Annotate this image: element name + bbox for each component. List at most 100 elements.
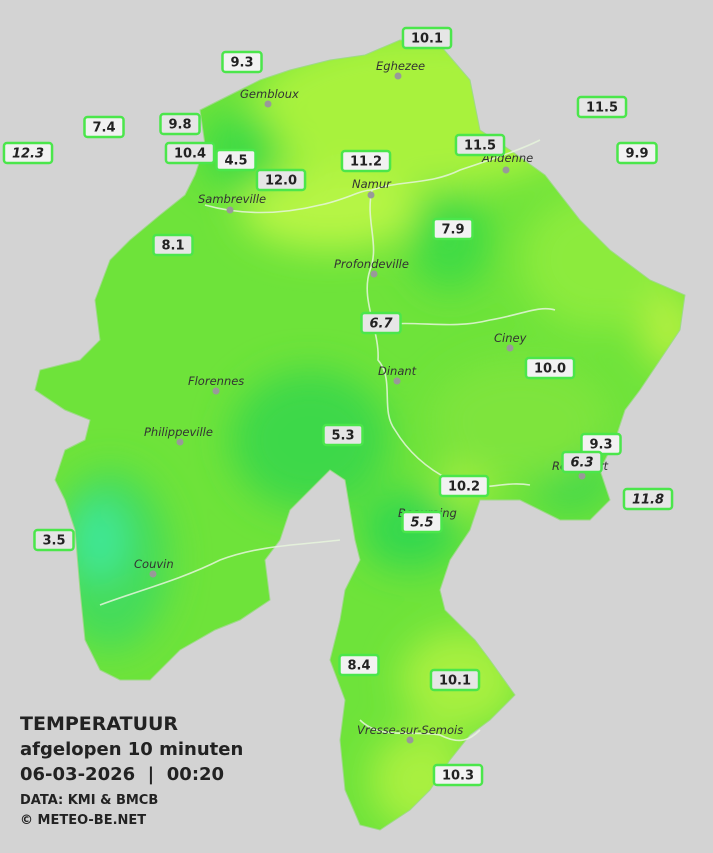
station: 6.7 — [360, 311, 402, 335]
station-box — [524, 356, 576, 380]
station: 10.1 — [429, 668, 481, 692]
station-value: 9.3 — [230, 56, 253, 71]
station: 11.5 — [454, 133, 506, 157]
station-value: 6.7 — [369, 317, 393, 332]
town-label: Gembloux — [240, 87, 299, 101]
station-box — [432, 763, 484, 787]
station: 7.9 — [432, 217, 474, 241]
station-value: 4.5 — [224, 154, 247, 169]
legend-title: TEMPERATUUR — [20, 713, 178, 735]
station-value: 10.1 — [411, 32, 443, 47]
station-value: 10.0 — [534, 362, 566, 377]
station: 3.5 — [33, 528, 75, 552]
legend-subtitle: afgelopen 10 minuten — [20, 739, 243, 760]
station: 10.0 — [524, 356, 576, 380]
town-label: Philippeville — [144, 425, 213, 439]
station-box — [338, 653, 380, 677]
station-value: 5.5 — [410, 516, 433, 531]
station: 11.5 — [576, 95, 628, 119]
station-box — [221, 50, 263, 74]
station: 7.4 — [83, 115, 125, 139]
station-box — [164, 141, 216, 165]
station-value: 8.1 — [161, 239, 184, 254]
station-value: 10.3 — [442, 769, 474, 784]
station-value: 8.4 — [347, 659, 370, 674]
town-dot — [406, 736, 414, 744]
station-box — [429, 668, 481, 692]
legend: TEMPERATUUR afgelopen 10 minuten 06-03-2… — [20, 713, 243, 828]
station: 10.3 — [432, 763, 484, 787]
town-dot — [370, 270, 378, 278]
station-box — [2, 141, 54, 165]
station: 12.0 — [255, 168, 307, 192]
town-label: Sambreville — [198, 192, 266, 206]
station-value: 7.9 — [441, 223, 464, 238]
station-box — [83, 115, 125, 139]
town-label: Ciney — [494, 331, 527, 345]
station: 10.2 — [438, 474, 490, 498]
station-box — [432, 217, 474, 241]
station-value: 10.2 — [448, 480, 480, 495]
station-value: 10.4 — [174, 147, 206, 162]
station-value: 3.5 — [42, 534, 65, 549]
station-value: 7.4 — [92, 121, 115, 136]
legend-credit: © METEO-BE.NET — [20, 813, 146, 828]
station-box — [576, 95, 628, 119]
station: 12.3 — [2, 141, 54, 165]
town-dot — [506, 344, 514, 352]
station-value: 5.3 — [331, 429, 354, 444]
station: 8.1 — [152, 233, 194, 257]
town-label: Florennes — [188, 374, 244, 388]
station-box — [340, 149, 392, 173]
station-box — [215, 148, 257, 172]
station-box — [401, 510, 443, 534]
town-label: Couvin — [134, 557, 174, 571]
town-dot — [226, 206, 234, 214]
station-value: 9.8 — [168, 118, 191, 133]
town-dot — [367, 191, 375, 199]
town-label: Namur — [352, 177, 392, 191]
town-dot — [578, 472, 586, 480]
station: 6.3 — [561, 450, 603, 474]
station-box — [360, 311, 402, 335]
station: 11.8 — [622, 487, 674, 511]
station: 11.2 — [340, 149, 392, 173]
station-value: 9.3 — [589, 438, 612, 453]
town-label: Vresse-sur-Semois — [357, 723, 463, 737]
station: 10.4 — [164, 141, 216, 165]
station: 5.3 — [322, 423, 364, 447]
station: 9.8 — [159, 112, 201, 136]
station-value: 6.3 — [570, 456, 593, 471]
station-box — [322, 423, 364, 447]
station: 8.4 — [338, 653, 380, 677]
station-box — [401, 26, 453, 50]
town-dot — [176, 438, 184, 446]
station-value: 11.5 — [586, 101, 618, 116]
town-dot — [394, 72, 402, 80]
station-box — [561, 450, 603, 474]
legend-source: DATA: KMI & BMCB — [20, 793, 158, 808]
station: 9.3 — [580, 432, 622, 456]
station: 10.1 — [401, 26, 453, 50]
station-value: 11.8 — [632, 493, 664, 508]
station-box — [454, 133, 506, 157]
legend-datetime: 06-03-2026 | 00:20 — [20, 764, 224, 785]
station-box — [616, 141, 658, 165]
station-box — [438, 474, 490, 498]
station: 9.9 — [616, 141, 658, 165]
station-box — [159, 112, 201, 136]
station-value: 12.3 — [12, 147, 44, 162]
town-dot — [149, 570, 157, 578]
town-dot — [393, 377, 401, 385]
province-border — [34, 39, 686, 831]
town-label: Dinant — [378, 364, 417, 378]
station-box — [622, 487, 674, 511]
station-box — [33, 528, 75, 552]
station-value: 9.9 — [625, 147, 648, 162]
station-value: 12.0 — [265, 174, 297, 189]
station-value: 11.2 — [350, 155, 382, 170]
town-label: Profondeville — [334, 257, 409, 271]
station: 9.3 — [221, 50, 263, 74]
town-dot — [212, 387, 220, 395]
